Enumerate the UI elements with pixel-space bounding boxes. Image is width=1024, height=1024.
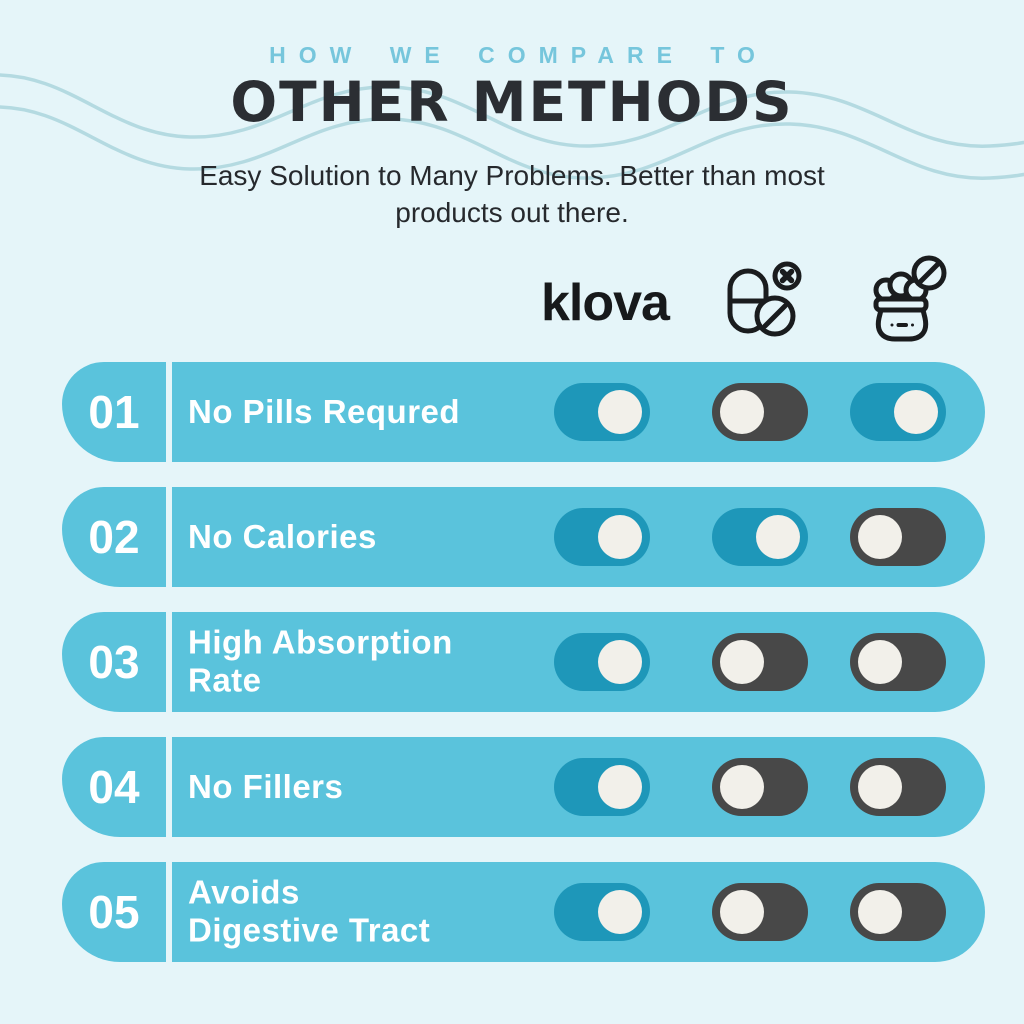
comparison-row: 04 No Fillers — [62, 737, 985, 837]
toggle-knob — [858, 515, 902, 559]
row-divider — [166, 612, 172, 712]
toggle-gummies[interactable] — [850, 633, 946, 691]
toggle-knob — [598, 640, 642, 684]
toggle-klova[interactable] — [554, 758, 650, 816]
toggle-knob — [720, 390, 764, 434]
row-label: No Fillers — [188, 767, 344, 805]
toggle-knob — [598, 515, 642, 559]
row-number: 01 — [88, 386, 140, 438]
toggle-pills[interactable] — [712, 383, 808, 441]
row-divider — [166, 362, 172, 462]
row-label: No Pills Requred — [188, 392, 461, 430]
toggle-pills[interactable] — [712, 508, 808, 566]
toggle-gummies[interactable] — [850, 383, 946, 441]
section-kicker: HOW WE COMPARE TO — [269, 42, 768, 68]
toggle-pills[interactable] — [712, 758, 808, 816]
toggle-klova[interactable] — [554, 383, 650, 441]
comparison-row: 01 No Pills Requred — [62, 362, 985, 462]
toggle-knob — [720, 765, 764, 809]
toggle-gummies[interactable] — [850, 758, 946, 816]
row-number: 02 — [88, 511, 140, 563]
toggle-knob — [858, 890, 902, 934]
toggle-knob — [598, 890, 642, 934]
row-divider — [166, 487, 172, 587]
row-number: 03 — [88, 636, 140, 688]
toggle-knob — [598, 765, 642, 809]
toggle-klova[interactable] — [554, 508, 650, 566]
wave-decoration — [0, 73, 1024, 180]
no-gummies-icon — [873, 255, 947, 342]
row-divider — [166, 737, 172, 837]
row-number: 04 — [88, 761, 140, 813]
row-number: 05 — [88, 886, 140, 938]
row-divider — [166, 862, 172, 962]
toggle-knob — [756, 515, 800, 559]
comparison-row: 03 High Absorption Rate — [62, 612, 985, 712]
toggle-knob — [894, 390, 938, 434]
row-label: Avoids Digestive Tract — [188, 873, 431, 949]
toggle-gummies[interactable] — [850, 883, 946, 941]
section-subtitle: Easy Solution to Many Problems. Better t… — [199, 160, 825, 228]
toggle-knob — [720, 640, 764, 684]
row-label: No Calories — [188, 517, 377, 555]
klova-logo: klova — [541, 274, 670, 332]
toggle-knob — [858, 765, 902, 809]
toggle-klova[interactable] — [554, 883, 650, 941]
no-pills-icon — [727, 261, 802, 337]
toggle-knob — [858, 640, 902, 684]
comparison-row: 02 No Calories — [62, 487, 985, 587]
toggle-knob — [598, 390, 642, 434]
toggle-pills[interactable] — [712, 633, 808, 691]
toggle-gummies[interactable] — [850, 508, 946, 566]
comparison-row: 05 Avoids Digestive Tract — [62, 862, 985, 962]
toggle-pills[interactable] — [712, 883, 808, 941]
toggle-knob — [720, 890, 764, 934]
toggle-klova[interactable] — [554, 633, 650, 691]
row-label: High Absorption Rate — [188, 623, 453, 699]
section-title: OTHER METHODS — [230, 70, 794, 134]
